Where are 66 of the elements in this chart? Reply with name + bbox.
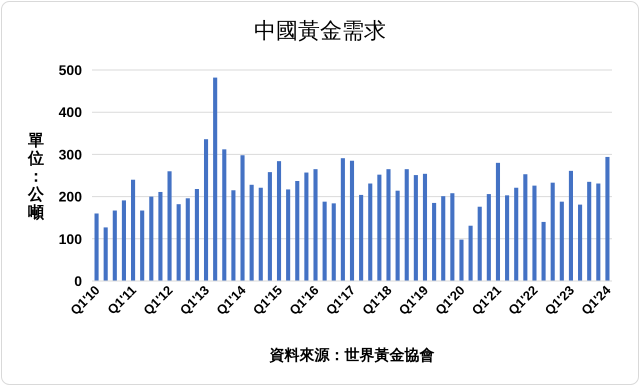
source-note: 資料來源：世界黃金協會 <box>268 347 434 364</box>
y-axis-title: 單位：公噸 <box>27 132 45 222</box>
bar <box>587 182 592 281</box>
bar <box>276 161 282 281</box>
bar <box>459 240 464 281</box>
bar <box>468 226 473 281</box>
bar <box>250 184 254 281</box>
bar <box>514 188 518 281</box>
bar <box>396 190 400 281</box>
bar <box>359 194 364 281</box>
y-tick-label: 500 <box>58 62 82 78</box>
y-tick-label: 200 <box>58 188 82 205</box>
bar <box>213 78 218 281</box>
bar <box>104 227 108 281</box>
bar <box>523 174 528 281</box>
bar <box>422 174 428 281</box>
bar <box>377 174 382 281</box>
bar <box>313 169 318 281</box>
bar <box>505 195 510 281</box>
bar <box>258 188 263 281</box>
bar <box>368 184 372 281</box>
bar <box>268 172 272 281</box>
bar <box>194 189 199 281</box>
y-tick-label: 300 <box>58 146 82 162</box>
bar <box>414 175 418 281</box>
bar <box>404 169 409 281</box>
bar <box>131 180 136 281</box>
bar <box>605 156 610 281</box>
bar <box>240 155 245 281</box>
bar <box>286 189 290 281</box>
bar <box>496 162 500 281</box>
bar <box>542 222 546 281</box>
bar <box>304 172 308 281</box>
bar <box>350 160 354 281</box>
bar <box>332 203 336 281</box>
bar <box>186 198 190 281</box>
bar <box>560 202 564 281</box>
chart-title: 中國黃金需求 <box>254 18 386 43</box>
bar <box>578 204 582 281</box>
bar <box>122 200 126 281</box>
bar <box>478 206 482 281</box>
y-tick-label: 100 <box>58 230 82 247</box>
bar <box>596 184 600 281</box>
bar <box>204 139 208 281</box>
bar <box>94 213 99 281</box>
bar <box>386 169 391 281</box>
bar <box>340 158 345 281</box>
bar <box>322 202 327 281</box>
bar <box>295 180 300 281</box>
bar <box>550 182 555 281</box>
bar <box>432 202 436 281</box>
bar <box>450 193 454 281</box>
bar <box>158 192 162 281</box>
bar <box>568 170 573 281</box>
y-tick-label: 400 <box>58 104 82 120</box>
bar <box>231 190 236 281</box>
bar <box>441 196 446 281</box>
bar <box>222 149 226 281</box>
bar <box>112 210 117 281</box>
bar <box>149 196 154 281</box>
y-tick-label: 0 <box>74 273 82 289</box>
bar <box>486 194 491 281</box>
bar <box>176 204 181 281</box>
bar <box>167 171 172 281</box>
bar <box>532 186 537 281</box>
bar <box>140 210 144 281</box>
